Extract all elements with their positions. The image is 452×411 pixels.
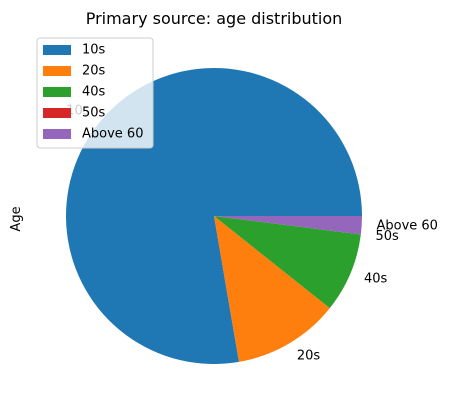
legend-entry-40s: 40s	[82, 85, 106, 100]
legend-entry-20s: 20s	[82, 64, 106, 79]
chart-title: Primary source: age distribution	[86, 9, 343, 28]
legend: 10s 20s 40s 50s Above 60	[36, 37, 154, 149]
legend-swatch-50s	[43, 108, 71, 118]
legend-swatch-40s	[43, 87, 71, 97]
legend-entry-above-60: Above 60	[82, 127, 143, 142]
slice-label-50s: 50s	[376, 229, 400, 244]
slice-label-above-60: Above 60	[376, 219, 437, 234]
pie-slice-20s	[214, 216, 330, 362]
legend-box	[36, 37, 154, 149]
legend-entry-10s: 10s	[82, 43, 106, 58]
legend-swatch-above-60	[43, 129, 71, 139]
slice-label-40s: 40s	[364, 272, 388, 287]
y-axis-label: Age	[9, 206, 24, 231]
legend-swatch-20s	[43, 66, 71, 76]
slice-label-20s: 20s	[297, 349, 321, 364]
legend-entry-50s: 50s	[82, 106, 106, 121]
legend-swatch-10s	[43, 45, 71, 55]
pie-slice-40s	[214, 216, 361, 309]
pie-slice-above-60	[214, 216, 362, 235]
